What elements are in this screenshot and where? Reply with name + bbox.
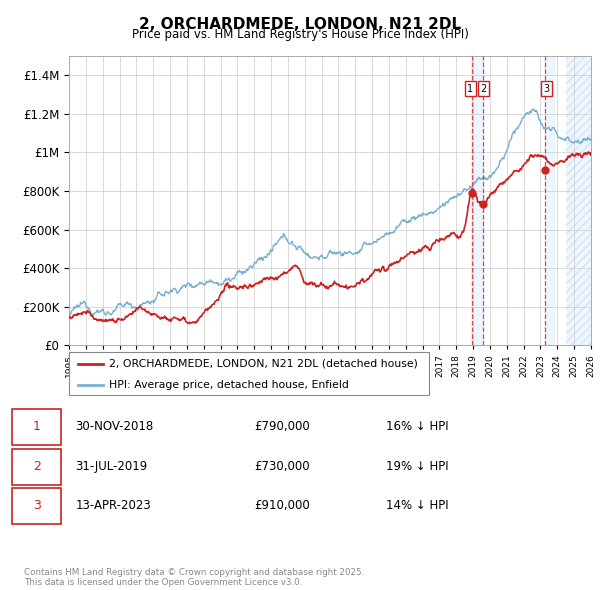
Text: 14% ↓ HPI: 14% ↓ HPI <box>386 499 449 512</box>
FancyBboxPatch shape <box>69 352 429 395</box>
Text: 31-JUL-2019: 31-JUL-2019 <box>76 460 148 473</box>
Text: Price paid vs. HM Land Registry's House Price Index (HPI): Price paid vs. HM Land Registry's House … <box>131 28 469 41</box>
Text: £790,000: £790,000 <box>254 420 310 433</box>
Text: 3: 3 <box>33 499 41 512</box>
Text: 30-NOV-2018: 30-NOV-2018 <box>76 420 154 433</box>
Text: 2: 2 <box>481 84 487 94</box>
Text: 1: 1 <box>33 420 41 433</box>
FancyBboxPatch shape <box>12 449 61 485</box>
Text: 2, ORCHARDMEDE, LONDON, N21 2DL: 2, ORCHARDMEDE, LONDON, N21 2DL <box>139 17 461 31</box>
FancyBboxPatch shape <box>12 409 61 445</box>
Text: 1: 1 <box>467 84 473 94</box>
Bar <box>545 56 554 345</box>
Text: 13-APR-2023: 13-APR-2023 <box>76 499 151 512</box>
Text: £910,000: £910,000 <box>254 499 310 512</box>
Text: £730,000: £730,000 <box>254 460 310 473</box>
Bar <box>566 56 591 345</box>
Text: 3: 3 <box>543 84 549 94</box>
Text: Contains HM Land Registry data © Crown copyright and database right 2025.
This d: Contains HM Land Registry data © Crown c… <box>24 568 364 587</box>
Text: 2, ORCHARDMEDE, LONDON, N21 2DL (detached house): 2, ORCHARDMEDE, LONDON, N21 2DL (detache… <box>109 359 418 369</box>
Text: 19% ↓ HPI: 19% ↓ HPI <box>386 460 449 473</box>
Bar <box>566 56 591 345</box>
Text: 2: 2 <box>33 460 41 473</box>
FancyBboxPatch shape <box>12 489 61 525</box>
Text: HPI: Average price, detached house, Enfield: HPI: Average price, detached house, Enfi… <box>109 379 349 389</box>
Bar <box>566 56 591 345</box>
Bar <box>472 56 483 345</box>
Text: 16% ↓ HPI: 16% ↓ HPI <box>386 420 449 433</box>
